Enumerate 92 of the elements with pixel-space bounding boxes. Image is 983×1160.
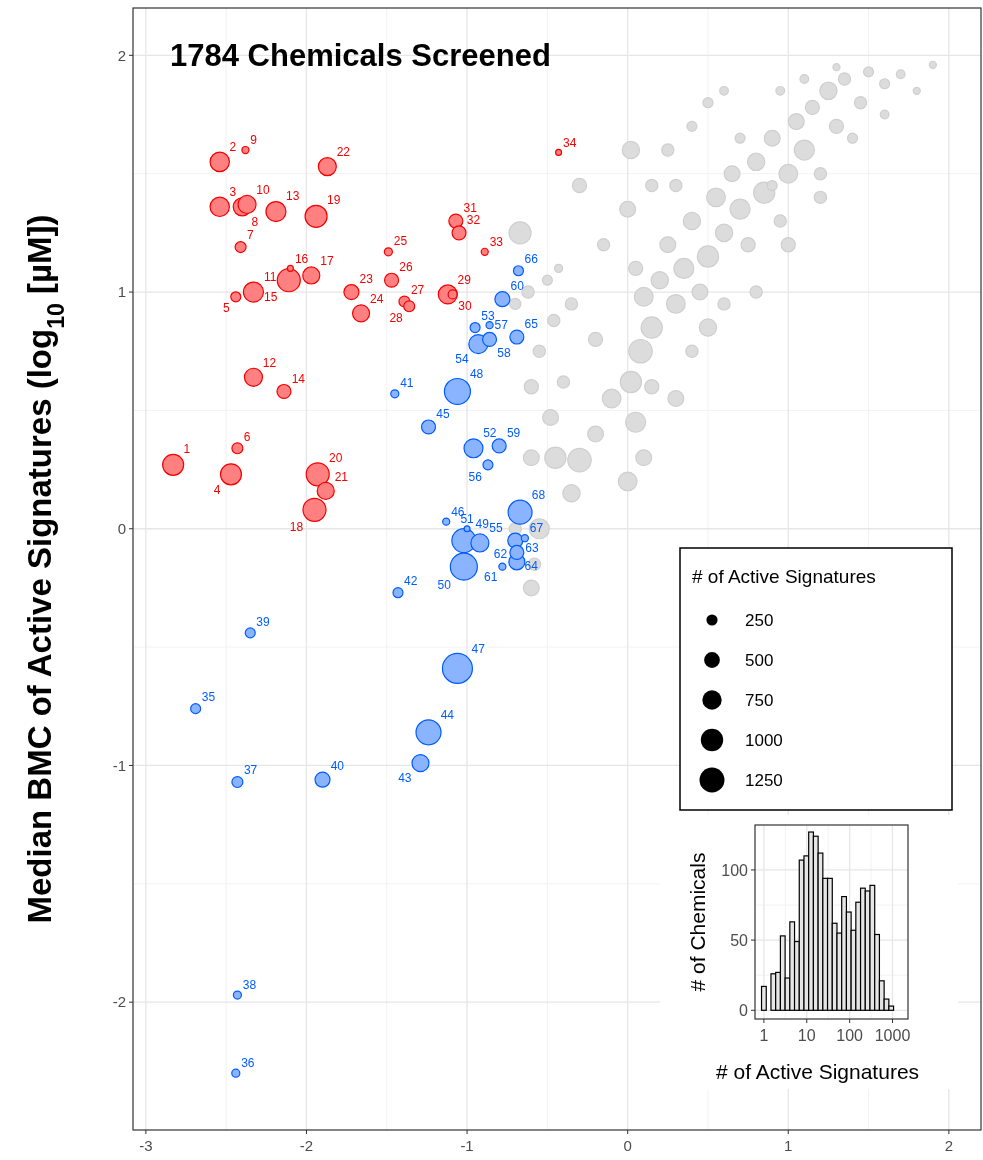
annotation: 52 <box>483 426 497 441</box>
x-tick-label: -2 <box>299 1137 314 1154</box>
annotation: 19 <box>327 193 341 208</box>
annotation: 50 <box>437 578 452 593</box>
annotation: 23 <box>359 271 374 286</box>
x-tick-label: 10 <box>797 1027 816 1044</box>
annotation: 62 <box>493 547 508 562</box>
x-tick-label: 1 <box>759 1027 769 1044</box>
annotation: 66 <box>524 252 539 267</box>
annotation: 45 <box>436 407 450 422</box>
x-tick-label: 1000 <box>874 1027 911 1044</box>
annotation: 34 <box>563 135 577 150</box>
x-tick-label: 1 <box>784 1137 793 1154</box>
y-tick-label: -1 <box>112 756 126 774</box>
x-tick-label: 2 <box>944 1137 954 1154</box>
annotation: 48 <box>469 366 484 381</box>
annotation: 47 <box>471 642 486 657</box>
annotation: 55 <box>489 521 503 536</box>
legend-label: 1250 <box>745 770 783 790</box>
annotation: 24 <box>369 292 384 307</box>
annotation: 41 <box>400 376 414 391</box>
annotation: 9 <box>250 132 258 147</box>
annotation: 65 <box>524 317 539 332</box>
legend-label: 500 <box>745 650 774 670</box>
annotation: 1 <box>183 442 191 457</box>
annotation: 15 <box>264 290 278 305</box>
annotation: 30 <box>458 298 472 313</box>
annotation: 59 <box>506 426 521 441</box>
annotation: 11 <box>264 269 277 284</box>
annotation: 35 <box>201 690 216 705</box>
annotation: 68 <box>531 488 546 503</box>
x-tick-label: -1 <box>460 1137 474 1154</box>
annotation: 5 <box>223 301 231 316</box>
annotation: 12 <box>262 355 277 370</box>
annotation: 58 <box>497 345 511 360</box>
y-tick-label: -2 <box>112 993 126 1011</box>
annotation: 61 <box>484 570 498 585</box>
annotation: 42 <box>404 574 418 589</box>
annotation: 49 <box>475 516 490 531</box>
annotation: 67 <box>529 521 544 536</box>
size-legend: # of Active Signatures 250 500 750 1000 1250 <box>679 547 953 811</box>
legend-label: 750 <box>745 690 774 710</box>
annotation: 13 <box>286 189 300 204</box>
y-tick-label: 2 <box>117 46 126 64</box>
annotation: 27 <box>410 282 425 297</box>
text: 1784 Chemicals Screened <box>170 38 551 73</box>
annotation: 36 <box>241 1055 255 1070</box>
annotation: 63 <box>525 541 540 556</box>
annotation: 44 <box>440 708 455 723</box>
y-tick-label: 50 <box>730 931 749 949</box>
y-tick-label: 0 <box>117 520 126 538</box>
annotation: 20 <box>329 450 343 465</box>
annotation: 4 <box>213 483 221 498</box>
annotation: 64 <box>524 558 539 573</box>
annotation: 14 <box>291 371 306 386</box>
annotation: 26 <box>399 260 413 275</box>
annotation: 6 <box>243 429 251 444</box>
y-tick-label: 0 <box>739 1001 749 1019</box>
annotation: 33 <box>489 234 504 249</box>
annotation: 10 <box>256 182 271 197</box>
annotation: 56 <box>468 469 483 484</box>
annotation: 28 <box>389 311 404 326</box>
x-tick-label: 100 <box>836 1027 864 1044</box>
legend-label: 1000 <box>745 730 783 750</box>
annotation: 16 <box>294 251 309 266</box>
annotation: 18 <box>289 519 304 534</box>
legend-label: 250 <box>745 610 774 630</box>
annotation: 53 <box>481 309 495 324</box>
y-axis-title: # of Chemicals <box>686 852 709 992</box>
annotation: 21 <box>334 469 349 484</box>
x-axis-title: # of Active Signatures <box>715 1060 920 1083</box>
annotation: 8 <box>251 214 259 229</box>
annotation: 37 <box>243 763 258 778</box>
annotation: 29 <box>457 272 472 287</box>
annotation: 22 <box>336 145 351 160</box>
annotation: 39 <box>256 614 271 629</box>
x-tick-label: -3 <box>139 1137 153 1154</box>
y-tick-label: 1 <box>117 283 126 301</box>
annotation: 54 <box>455 352 469 367</box>
annotation: 3 <box>229 184 237 199</box>
annotation: 43 <box>398 770 412 785</box>
annotation: 25 <box>393 234 408 249</box>
annotation: 7 <box>247 228 255 243</box>
annotation: 40 <box>330 759 345 774</box>
legend-title: # of Active Signatures <box>692 566 876 587</box>
annotation: 17 <box>320 254 334 269</box>
annotation: 2 <box>229 139 237 154</box>
annotation: 38 <box>242 977 257 992</box>
x-tick-label: 0 <box>623 1137 632 1154</box>
annotation: 60 <box>510 278 525 293</box>
annotation: 57 <box>494 318 509 333</box>
y-tick-label: 100 <box>721 861 749 879</box>
